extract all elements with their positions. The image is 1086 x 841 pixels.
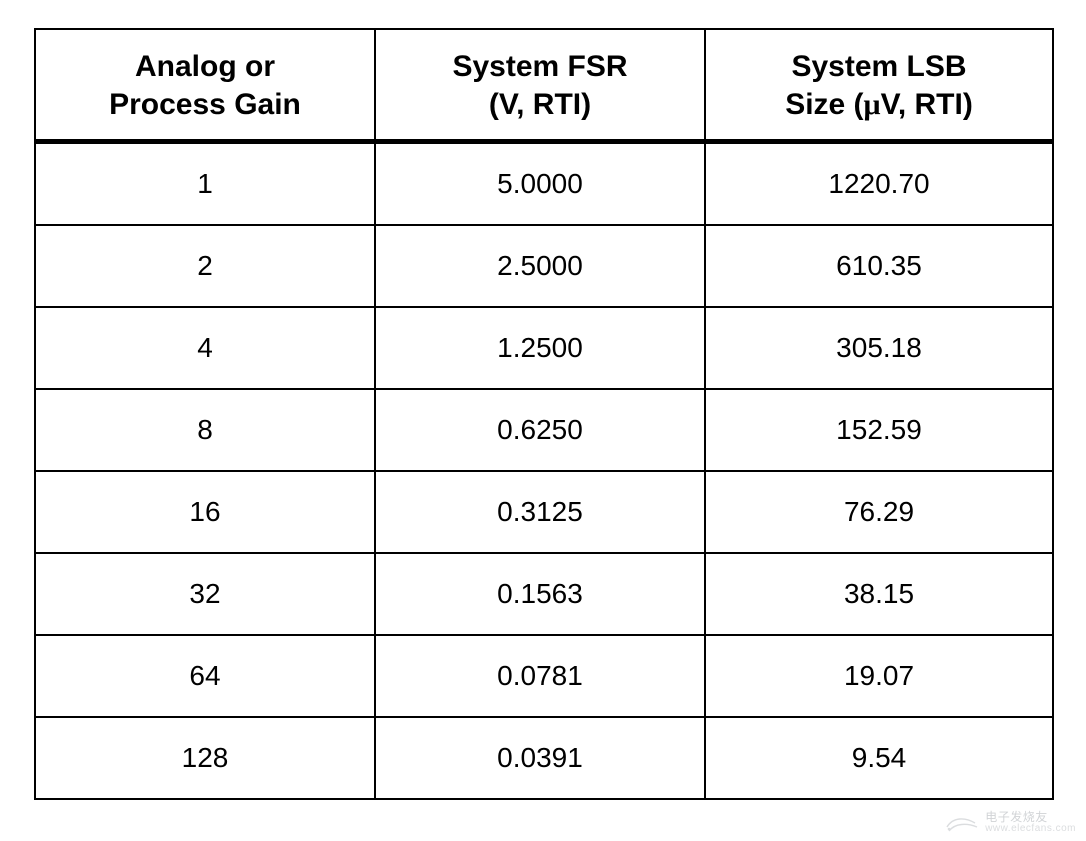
cell-lsb: 152.59 — [705, 389, 1053, 471]
table-row: 64 0.0781 19.07 — [35, 635, 1053, 717]
cell-fsr: 0.0391 — [375, 717, 705, 799]
table-row: 1 5.0000 1220.70 — [35, 142, 1053, 226]
cell-lsb: 38.15 — [705, 553, 1053, 635]
gain-fsr-lsb-table: Analog or Process Gain System FSR (V, RT… — [34, 28, 1054, 800]
watermark-swoosh-icon — [945, 811, 979, 835]
cell-lsb: 76.29 — [705, 471, 1053, 553]
cell-lsb: 9.54 — [705, 717, 1053, 799]
table-header-row: Analog or Process Gain System FSR (V, RT… — [35, 29, 1053, 142]
cell-gain: 8 — [35, 389, 375, 471]
table-row: 8 0.6250 152.59 — [35, 389, 1053, 471]
col-header-gain: Analog or Process Gain — [35, 29, 375, 142]
cell-gain: 32 — [35, 553, 375, 635]
table-row: 128 0.0391 9.54 — [35, 717, 1053, 799]
col-header-fsr-line1: System FSR — [452, 50, 627, 83]
cell-gain: 4 — [35, 307, 375, 389]
col-header-gain-line2: Process Gain — [109, 88, 301, 121]
col-header-lsb: System LSB Size (μV, RTI) — [705, 29, 1053, 142]
cell-fsr: 2.5000 — [375, 225, 705, 307]
col-header-fsr-line2: (V, RTI) — [489, 88, 591, 121]
col-header-lsb-line1: System LSB — [791, 50, 966, 83]
cell-gain: 64 — [35, 635, 375, 717]
cell-fsr: 5.0000 — [375, 142, 705, 226]
table-row: 32 0.1563 38.15 — [35, 553, 1053, 635]
cell-fsr: 0.0781 — [375, 635, 705, 717]
watermark-url: www.elecfans.com — [985, 824, 1076, 835]
cell-lsb: 19.07 — [705, 635, 1053, 717]
cell-gain: 128 — [35, 717, 375, 799]
table-container: Analog or Process Gain System FSR (V, RT… — [0, 0, 1086, 840]
cell-lsb: 305.18 — [705, 307, 1053, 389]
cell-fsr: 0.1563 — [375, 553, 705, 635]
cell-lsb: 610.35 — [705, 225, 1053, 307]
cell-lsb: 1220.70 — [705, 142, 1053, 226]
cell-fsr: 1.2500 — [375, 307, 705, 389]
col-header-gain-line1: Analog or — [135, 50, 275, 83]
table-row: 16 0.3125 76.29 — [35, 471, 1053, 553]
cell-gain: 2 — [35, 225, 375, 307]
watermark: 电子发烧友 www.elecfans.com — [945, 811, 1076, 835]
cell-fsr: 0.3125 — [375, 471, 705, 553]
table-row: 2 2.5000 610.35 — [35, 225, 1053, 307]
watermark-text: 电子发烧友 www.elecfans.com — [985, 811, 1076, 834]
micro-symbol-icon: μ — [864, 88, 881, 121]
cell-gain: 16 — [35, 471, 375, 553]
cell-gain: 1 — [35, 142, 375, 226]
table-body: 1 5.0000 1220.70 2 2.5000 610.35 4 1.250… — [35, 142, 1053, 800]
table-row: 4 1.2500 305.18 — [35, 307, 1053, 389]
col-header-lsb-line2-suffix: V, RTI) — [881, 88, 973, 121]
col-header-lsb-line2-prefix: Size ( — [785, 88, 863, 121]
col-header-fsr: System FSR (V, RTI) — [375, 29, 705, 142]
cell-fsr: 0.6250 — [375, 389, 705, 471]
